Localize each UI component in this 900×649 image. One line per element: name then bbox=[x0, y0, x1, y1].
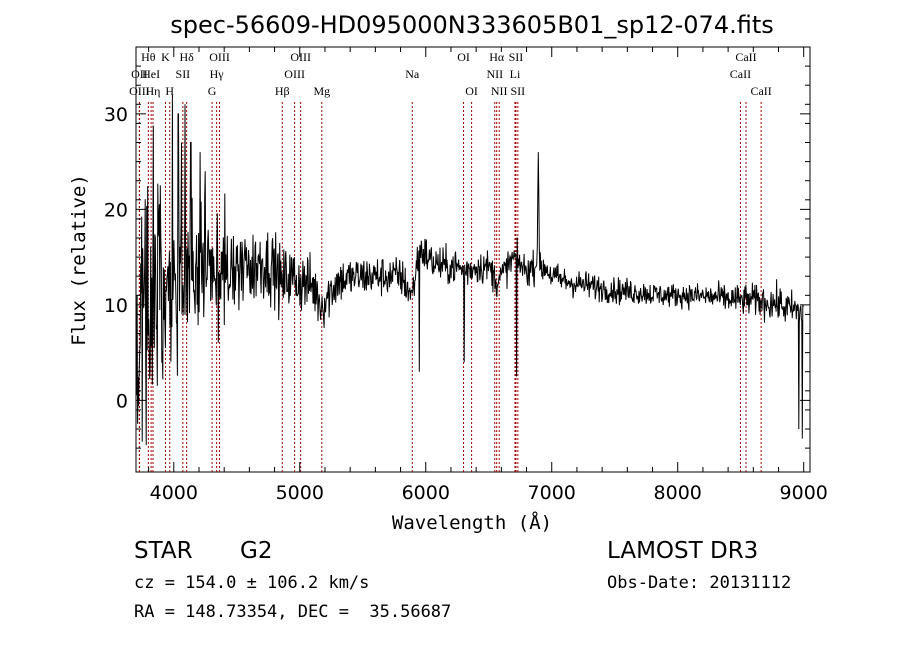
plot-frame bbox=[135, 46, 811, 473]
marker-label-NII: NII bbox=[486, 67, 503, 81]
y-tick-label: 0 bbox=[116, 390, 128, 412]
coordinates: RA = 148.73354, DEC = 35.56687 bbox=[134, 602, 452, 622]
marker-label-OII: OII bbox=[131, 67, 148, 81]
marker-label-CaII: CaII bbox=[750, 84, 771, 98]
marker-label-Mg: Mg bbox=[313, 84, 330, 98]
marker-label-CaII: CaII bbox=[735, 50, 756, 64]
observation-date: Obs-Date: 20131112 bbox=[607, 573, 792, 593]
y-axis-label: Flux (relative) bbox=[68, 174, 90, 346]
y-tick-label: 30 bbox=[104, 104, 128, 126]
marker-label-Hγ: Hγ bbox=[210, 67, 225, 81]
marker-label-CaII: CaII bbox=[730, 67, 751, 81]
x-tick-label: 5000 bbox=[276, 482, 324, 504]
marker-label-Na: Na bbox=[405, 67, 420, 81]
marker-label-OIII: OIII bbox=[290, 50, 311, 64]
marker-label-HeI: HeI bbox=[142, 67, 160, 81]
marker-label-G: G bbox=[208, 84, 217, 98]
marker-label-Hα: Hα bbox=[489, 50, 505, 64]
marker-label-OI: OI bbox=[465, 84, 478, 98]
x-tick-label: 7000 bbox=[528, 482, 576, 504]
marker-label-K: K bbox=[161, 50, 170, 64]
x-tick-label: 9000 bbox=[780, 482, 828, 504]
marker-label-OIII: OIII bbox=[129, 84, 150, 98]
marker-label-Hδ: Hδ bbox=[179, 50, 194, 64]
marker-label-SII: SII bbox=[509, 50, 524, 64]
x-tick-label: 6000 bbox=[402, 482, 450, 504]
x-tick-label: 4000 bbox=[150, 482, 198, 504]
y-axis-ticks: 0 10 20 30 bbox=[104, 65, 810, 449]
survey-name: LAMOST DR3 bbox=[607, 538, 759, 564]
x-axis-label: Wavelength (Å) bbox=[392, 511, 552, 534]
chart-title: spec-56609-HD095000N333605B01_sp12-074.f… bbox=[170, 11, 774, 39]
y-tick-label: 20 bbox=[104, 199, 128, 221]
marker-label-SII: SII bbox=[511, 84, 526, 98]
flux-series-line bbox=[136, 94, 804, 446]
x-tick-label: 8000 bbox=[654, 482, 702, 504]
subclass: G2 bbox=[240, 538, 273, 564]
marker-label-OI: OI bbox=[457, 50, 470, 64]
marker-label-OIII: OIII bbox=[209, 50, 230, 64]
marker-label-Hβ: Hβ bbox=[275, 84, 290, 98]
marker-label-NII: NII bbox=[491, 84, 508, 98]
y-tick-label: 10 bbox=[104, 295, 128, 317]
marker-label-Li: Li bbox=[510, 67, 521, 81]
marker-label-Hθ: Hθ bbox=[141, 50, 156, 64]
marker-label-SII: SII bbox=[176, 67, 191, 81]
redshift-cz: cz = 154.0 ± 106.2 km/s bbox=[134, 573, 370, 593]
marker-label-OIII: OIII bbox=[284, 67, 305, 81]
x-axis-ticks: 4000 5000 6000 7000 8000 9000 bbox=[148, 47, 828, 504]
object-class: STAR bbox=[134, 538, 193, 564]
marker-label-H: H bbox=[165, 84, 174, 98]
marker-label-Hη: Hη bbox=[146, 84, 161, 98]
